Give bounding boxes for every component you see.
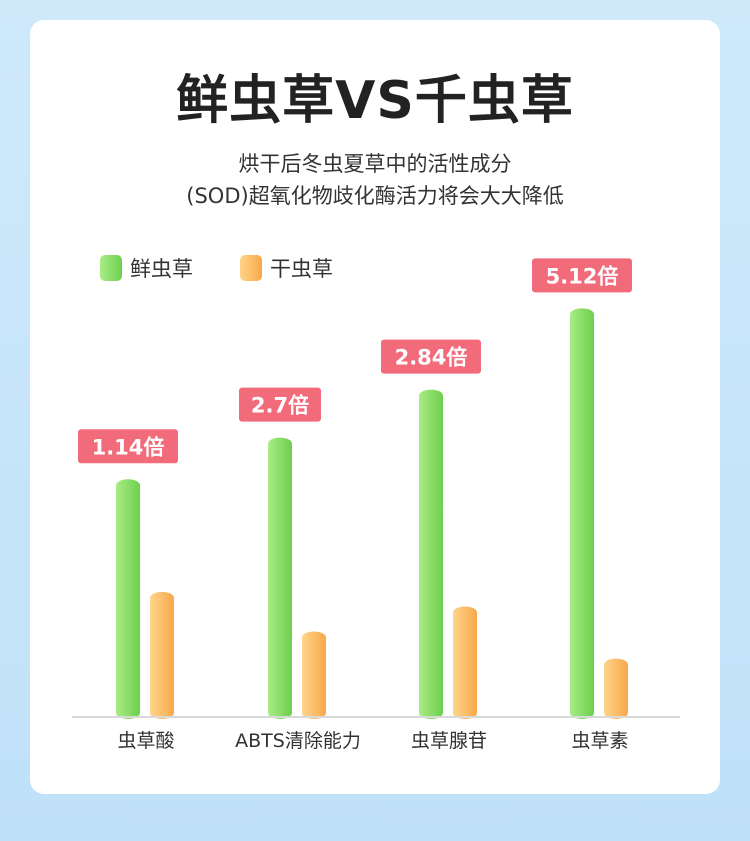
bar-dry-0 <box>150 591 174 719</box>
legend-item-fresh: 鲜虫草 <box>100 253 193 283</box>
x-tick-label-0: 虫草酸 <box>117 730 174 752</box>
bar-dry-1 <box>302 631 326 719</box>
bar-fresh-0 <box>116 479 140 719</box>
ratio-badge-label: 5.12倍 <box>546 264 619 288</box>
legend-label-dry: 干虫草 <box>270 257 333 281</box>
x-tick-label-1: ABTS清除能力 <box>235 730 361 752</box>
ratio-badge-label: 2.84倍 <box>395 346 468 370</box>
ratio-badge-bg <box>239 387 321 422</box>
ratio-badge-bg <box>381 339 481 374</box>
legend-label-fresh: 鲜虫草 <box>130 257 193 281</box>
ratio-badge-3: 5.12倍 <box>532 258 632 293</box>
chart-title: 鲜虫草VS千虫草 <box>176 71 574 131</box>
legend-swatch-dry <box>240 255 262 281</box>
ratio-badge-label: 1.14倍 <box>92 435 165 459</box>
x-tick-label-2: 虫草腺苷 <box>411 730 487 752</box>
ratio-badge-bg <box>532 258 632 293</box>
ratio-badge-1: 2.7倍 <box>239 387 321 422</box>
bar-fresh-2 <box>419 389 443 719</box>
ratio-badge-2: 2.84倍 <box>381 339 481 374</box>
bar-dry-2 <box>453 606 477 719</box>
legend-swatch-fresh <box>100 255 122 281</box>
ratio-badge-bg <box>78 429 178 464</box>
subtitle-line-2: (SOD)超氧化物歧化酶活力将会大大降低 <box>186 184 564 208</box>
subtitle-line-1: 烘干后冬虫夏草中的活性成分 <box>238 152 512 176</box>
bar-dry-3 <box>604 658 628 719</box>
legend-item-dry: 干虫草 <box>240 253 333 283</box>
ratio-badge-0: 1.14倍 <box>78 429 178 464</box>
x-tick-label-3: 虫草素 <box>571 730 628 752</box>
bar-fresh-1 <box>268 437 292 719</box>
bar-fresh-3 <box>570 308 594 719</box>
ratio-badge-label: 2.7倍 <box>251 394 309 418</box>
